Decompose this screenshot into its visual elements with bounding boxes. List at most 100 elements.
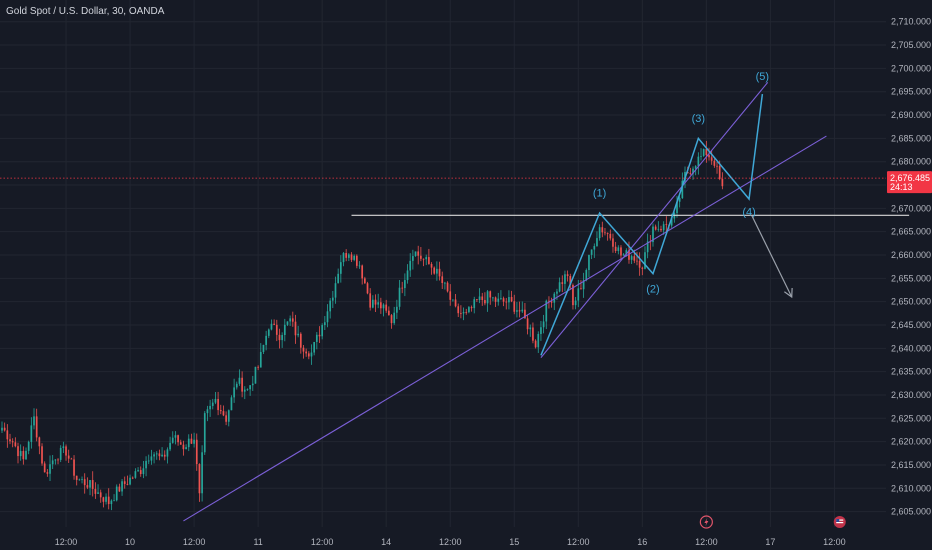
candle-body xyxy=(577,288,580,301)
candle-body xyxy=(508,297,510,303)
candle-body xyxy=(628,250,630,260)
candle-body xyxy=(558,282,561,292)
candle-body xyxy=(83,479,86,486)
candle-body xyxy=(302,347,305,352)
candle-body xyxy=(235,383,238,388)
candle-body xyxy=(468,307,470,313)
y-tick-label: 2,660.000 xyxy=(891,250,931,260)
candle-body xyxy=(532,327,534,341)
candle-body xyxy=(297,333,299,336)
candle-body xyxy=(401,287,404,289)
candle-body xyxy=(476,299,478,301)
candle-body xyxy=(636,260,638,262)
candle-body xyxy=(617,247,620,252)
candle-body xyxy=(516,310,518,312)
current-price-tag xyxy=(887,171,932,194)
candle-body xyxy=(331,297,334,301)
candle-body xyxy=(718,165,721,179)
candle-body xyxy=(646,241,649,253)
channel-upper-line[interactable] xyxy=(540,82,769,358)
candle-body xyxy=(377,302,380,305)
candle-body xyxy=(686,172,689,174)
candle-body xyxy=(478,296,481,301)
candle-body xyxy=(553,293,556,303)
candle-body xyxy=(27,441,30,451)
y-tick-label: 2,625.000 xyxy=(891,413,931,423)
candle-body xyxy=(697,156,700,167)
candle-body xyxy=(70,458,73,460)
candle-body xyxy=(246,389,249,391)
candle-body xyxy=(363,278,366,284)
candle-body xyxy=(420,255,422,259)
candle-body xyxy=(238,377,241,384)
candle-body xyxy=(137,470,139,472)
candle-body xyxy=(91,480,94,489)
candle-body xyxy=(3,427,6,431)
elliott-wave-path[interactable] xyxy=(540,93,764,356)
candle-body xyxy=(217,398,219,411)
candle-body xyxy=(286,321,289,325)
candle-body xyxy=(556,291,558,294)
candle-body xyxy=(510,297,513,302)
candle-body xyxy=(670,218,673,226)
candle-body xyxy=(657,228,660,230)
candle-body xyxy=(433,267,436,274)
candle-body xyxy=(267,329,270,336)
candle-body xyxy=(283,324,286,336)
candle-body xyxy=(550,301,553,303)
candle-body xyxy=(534,340,537,348)
candle-body xyxy=(422,258,425,260)
candle-body xyxy=(1,427,3,431)
x-tick-label: 12:00 xyxy=(55,537,78,547)
candle-body xyxy=(323,322,326,326)
candle-body xyxy=(118,486,121,492)
candle-body xyxy=(436,268,438,274)
lightning-event-icon[interactable] xyxy=(699,515,713,529)
projection-arrow-line[interactable] xyxy=(751,215,793,298)
candle-body xyxy=(43,463,46,473)
y-tick-label: 2,635.000 xyxy=(891,367,931,377)
candle-body xyxy=(59,447,62,460)
candle-body xyxy=(630,256,633,260)
candle-body xyxy=(625,250,628,255)
candle-body xyxy=(313,341,316,353)
candle-body xyxy=(518,310,521,312)
candle-body xyxy=(326,311,329,323)
candle-body xyxy=(142,468,145,475)
candle-body xyxy=(406,270,409,281)
candle-body xyxy=(25,450,27,460)
candle-body xyxy=(545,300,548,322)
candle-body xyxy=(209,405,211,410)
candle-body xyxy=(102,497,105,502)
candle-body xyxy=(337,273,340,284)
candle-body xyxy=(542,321,545,328)
candle-body xyxy=(694,166,697,169)
candle-body xyxy=(430,263,433,268)
candle-body xyxy=(166,449,169,457)
channel-lower-line[interactable] xyxy=(183,135,827,522)
candle-body xyxy=(81,479,83,480)
projection-arrowhead xyxy=(784,287,793,299)
candle-body xyxy=(291,318,294,322)
y-tick-label: 2,650.000 xyxy=(891,297,931,307)
candle-body xyxy=(604,232,606,234)
candle-body xyxy=(171,437,174,443)
candle-body xyxy=(49,464,51,474)
candle-body xyxy=(721,178,724,187)
y-tick-label: 2,685.000 xyxy=(891,133,931,143)
candle-body xyxy=(169,442,171,450)
candle-body xyxy=(315,334,318,342)
candle-body xyxy=(412,256,414,261)
y-tick-label: 2,690.000 xyxy=(891,110,931,120)
candle-body xyxy=(713,160,716,166)
y-tick-label: 2,615.000 xyxy=(891,460,931,470)
candle-body xyxy=(190,438,193,444)
candle-body xyxy=(561,282,564,284)
candle-body xyxy=(374,299,377,305)
candle-body xyxy=(409,260,412,271)
candle-body xyxy=(700,155,702,157)
candle-body xyxy=(585,270,588,281)
wave-label: (4) xyxy=(742,206,755,218)
candle-body xyxy=(193,439,195,444)
